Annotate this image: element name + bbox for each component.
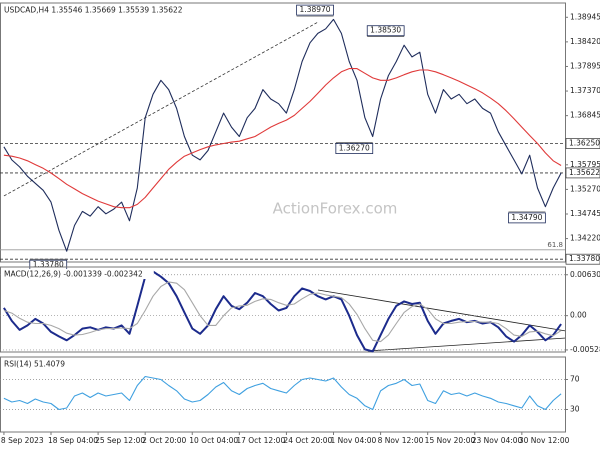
series-line — [3, 68, 562, 209]
level-label-box — [565, 138, 600, 149]
y-tick-label: 1.35270 — [570, 184, 600, 193]
x-tick-label: 1 Nov 04:00 — [331, 436, 377, 445]
watermark: ActionForex.com — [273, 200, 398, 218]
series-line — [3, 375, 562, 411]
macd-upper-trendline — [317, 289, 567, 332]
level-label: 1.35622 — [569, 168, 600, 177]
y-tick-label: 1.37370 — [570, 86, 600, 95]
x-tick-label: 30 Nov 12:00 — [519, 436, 570, 445]
annotation-label: 1.34790 — [511, 213, 542, 222]
annotation-label: 1.33780 — [33, 260, 64, 269]
x-tick-label: 25 Sep 12:00 — [95, 436, 145, 445]
panel-title-bg — [2, 269, 154, 279]
x-tick-label: 23 Nov 04:00 — [472, 436, 523, 445]
x-tick-label: 18 Sep 04:00 — [48, 436, 98, 445]
panel-frame — [0, 266, 566, 353]
y-tick-label: 1.34220 — [570, 234, 600, 243]
level-label-box — [565, 253, 600, 265]
annotation-label: 1.38530 — [370, 26, 401, 35]
y-tick-label: -0.005283 — [570, 345, 600, 354]
panel-title-bg — [2, 359, 71, 369]
y-tick-label: 70 — [570, 375, 580, 384]
panel-frame — [0, 356, 566, 433]
macd-lower-trendline — [367, 337, 567, 352]
series-line — [3, 18, 562, 252]
level-label: 1.36250 — [569, 139, 600, 148]
panel-title: RSI(14) 51.4079 — [4, 360, 65, 369]
y-tick-label: 1.34745 — [570, 209, 600, 218]
y-tick-label: 30 — [570, 405, 580, 414]
y-tick-label: 0.006305 — [570, 270, 600, 279]
x-tick-label: 2 Oct 20:00 — [142, 436, 186, 445]
y-tick-label: 1.38420 — [570, 37, 600, 46]
x-tick-label: 8 Nov 12:00 — [378, 436, 424, 445]
annotation-box — [508, 212, 546, 224]
panel-title-bg — [2, 5, 196, 15]
y-tick-label: 1.35795 — [570, 160, 600, 169]
level-label: 1.33780 — [569, 254, 600, 263]
y-tick-label: 1.36845 — [570, 111, 600, 120]
panel-title: MACD(12,26,9) -0.001339 -0.002342 — [4, 270, 143, 279]
x-tick-label: 8 Sep 2023 — [1, 436, 44, 445]
y-tick-label: 1.37895 — [570, 61, 600, 70]
annotation-label: 1.38970 — [300, 5, 331, 14]
y-tick-label: 0.00 — [570, 311, 587, 320]
annotation-box — [335, 143, 374, 154]
x-tick-label: 24 Oct 20:00 — [283, 436, 332, 445]
annotation-box — [296, 4, 334, 16]
annotation-box — [366, 25, 405, 37]
x-tick-label: 15 Nov 20:00 — [425, 436, 476, 445]
level-label-box — [565, 167, 600, 179]
x-tick-label: 17 Oct 12:00 — [236, 436, 285, 445]
panel-frame — [0, 2, 566, 263]
fib-label: 61.8 — [547, 241, 563, 249]
y-tick-label: 1.38945 — [570, 12, 600, 21]
series-line — [3, 281, 562, 343]
panel-title: USDCAD,H4 1.35546 1.35669 1.35539 1.3562… — [4, 6, 183, 15]
x-tick-label: 10 Oct 04:00 — [189, 436, 238, 445]
annotation-label: 1.36270 — [339, 144, 370, 153]
